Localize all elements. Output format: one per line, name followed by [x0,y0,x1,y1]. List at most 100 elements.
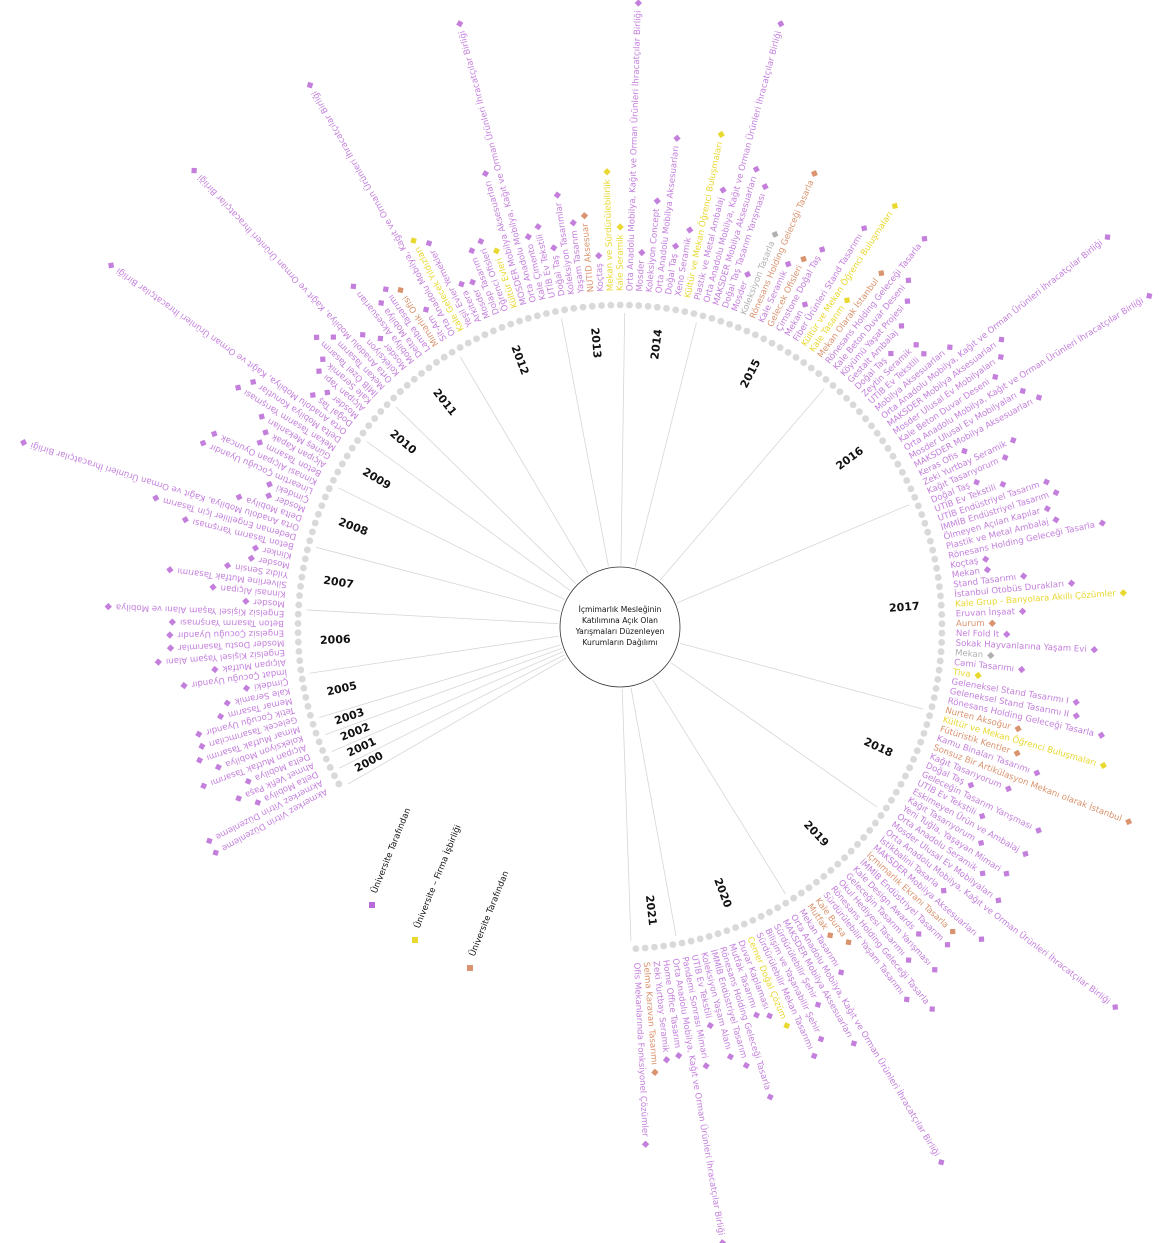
ring-dot [302,693,310,701]
ring-dot [743,327,751,335]
entry: Kale Seramik [616,223,626,291]
legend-label: Üniversite – Firma İşbirliği [412,823,464,930]
ring-dot [403,381,411,389]
entry-label: Koçtaş [595,262,607,291]
entry-marker [921,235,928,242]
entry-marker [377,335,384,342]
ring-dot [822,376,830,383]
entry-marker [235,493,243,501]
ring-dot [937,601,945,609]
year-label: 2016 [834,444,867,473]
ring-dot [926,537,934,545]
ring-dot [300,564,307,572]
ring-dot [936,657,944,665]
entry-marker [686,226,694,234]
entry-marker [838,969,845,976]
ring-dot [300,684,308,692]
sector-line [620,313,626,566]
entry-marker [320,356,326,362]
ring-dot [319,747,327,754]
entry-marker [903,996,910,1003]
entry-marker [638,248,646,257]
entry-marker [913,342,919,348]
entry-label: Mosder [253,596,286,608]
year-label: 2006 [320,633,352,647]
entry-marker [992,373,999,380]
ring-dot [732,924,739,931]
ring-dot [717,317,725,325]
entry-marker [266,480,273,488]
ring-dot [907,485,915,493]
entry-label: Nel Fold It [956,629,1000,640]
ring-dot [304,702,312,710]
entry-marker [800,255,807,263]
sector-line [621,688,632,941]
entry-marker [235,795,242,802]
year-label: 2019 [801,818,831,849]
entry: Mekan ve Sürdürülebilirlik [603,168,616,291]
year-label: 2014 [648,328,665,360]
entry-marker [378,300,385,306]
entry-marker [223,561,232,570]
entry-label: Eruvan İnşaat [956,606,1016,619]
ring-dot [829,382,837,389]
entry-marker [947,344,953,351]
entry-marker [1003,630,1011,638]
ring-dot [598,302,605,309]
ring-dot [926,712,933,720]
ring-dot [854,841,861,848]
entry-label: Beton Tasarım Yarışması [180,617,284,628]
entry-marker [777,20,785,28]
entry: Eruvan İnşaat [956,606,1027,619]
legend-label: Üniversite Tarafından [467,869,511,958]
entry-marker [1035,827,1042,834]
sector-line [561,318,609,567]
entry-marker [550,244,558,252]
year-label: 2012 [508,344,531,377]
ring-dot [298,573,306,581]
entry-marker [726,1053,735,1061]
entry-marker [359,331,366,338]
ring-dot [932,685,940,692]
entry-marker [306,81,314,89]
entry-marker [961,447,968,455]
sector-line [316,546,561,612]
year-label: 2015 [738,357,764,390]
entry-marker [845,939,852,946]
ring-dot [294,610,302,618]
entry-marker [1022,850,1029,858]
ring-dot [774,904,782,912]
sector-line [339,654,565,769]
ring-dot [879,437,887,445]
ring-dot [681,308,689,315]
ring-dot [792,353,800,361]
ring-dot [734,324,742,331]
ring-dot [561,306,569,314]
year-label: 2008 [337,515,370,538]
entry-marker [904,298,911,304]
ring-dot [790,894,798,902]
ring-dot [396,388,404,395]
year-label: 2017 [889,600,920,615]
sector-line [660,388,825,581]
ring-dot [607,301,615,309]
entry-marker [1097,731,1105,739]
ring-dot [882,804,890,812]
entry-marker [166,644,175,652]
sector-line [676,504,910,604]
entry-marker [524,233,532,241]
ring-dot [524,314,532,322]
ring-dot [934,675,942,683]
entry-marker [247,554,255,562]
ring-dot [807,364,815,372]
ring-dot [498,323,506,331]
ring-dot [849,401,857,409]
year-label: 2013 [588,327,604,359]
entry-marker [944,942,951,948]
entry: Mosder [242,596,286,608]
sector-lines [306,313,924,941]
center-circle [559,566,681,688]
entry-marker [850,1040,858,1047]
entry-marker [641,1140,650,1148]
entry-marker [166,631,174,639]
